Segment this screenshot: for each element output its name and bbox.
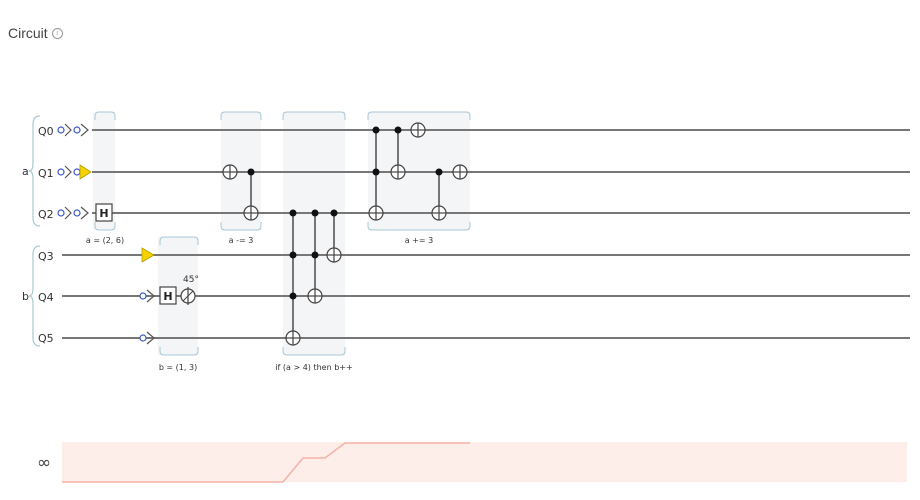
register-braces bbox=[28, 115, 41, 347]
probe-icon[interactable] bbox=[73, 209, 81, 217]
yellow-marker-icon[interactable] bbox=[79, 164, 92, 180]
probe-icon[interactable] bbox=[139, 334, 147, 342]
group-captions: a = (2, 6) b = (1, 3) a -= 3 if (a > 4) … bbox=[86, 236, 433, 372]
hadamard-gate-q2[interactable]: H bbox=[95, 203, 113, 222]
qubit-label-q1: Q1 bbox=[38, 167, 54, 180]
cnot-gate[interactable] bbox=[431, 168, 447, 221]
chevron-icon[interactable] bbox=[146, 331, 155, 345]
caption-init-a: a = (2, 6) bbox=[86, 236, 124, 245]
group-box-conditional[interactable] bbox=[283, 112, 345, 355]
chevron-icon[interactable] bbox=[64, 206, 72, 220]
yellow-marker-icon[interactable] bbox=[141, 247, 155, 263]
controlled-not-gate[interactable] bbox=[326, 209, 342, 263]
register-brace-a bbox=[28, 115, 41, 227]
controlled-not-gate[interactable] bbox=[307, 209, 323, 304]
hadamard-gate-label: H bbox=[99, 207, 108, 220]
timeline-line[interactable] bbox=[62, 442, 470, 483]
info-icon[interactable]: i bbox=[51, 27, 63, 39]
qubit-label-q0: Q0 bbox=[38, 125, 54, 138]
timeline-strip: ∞ bbox=[37, 442, 907, 483]
register-label-a: a bbox=[22, 165, 29, 178]
cnot-gate[interactable] bbox=[243, 168, 259, 221]
register-label-b: b bbox=[22, 290, 29, 303]
probe-icon[interactable] bbox=[57, 168, 65, 176]
hadamard-gate-label: H bbox=[163, 290, 172, 303]
not-gate-q0[interactable] bbox=[410, 122, 426, 138]
qubit-label-q2: Q2 bbox=[38, 208, 54, 221]
probe-icon[interactable] bbox=[73, 126, 81, 134]
chevron-icon[interactable] bbox=[64, 165, 72, 179]
controlled-not-gate[interactable] bbox=[285, 209, 301, 346]
hadamard-gate-q4[interactable]: H bbox=[159, 286, 177, 305]
caption-init-b: b = (1, 3) bbox=[159, 363, 197, 372]
conditional-ops bbox=[285, 209, 342, 346]
group-boxes bbox=[93, 112, 470, 355]
not-gate-q1[interactable] bbox=[222, 164, 238, 180]
group-brackets bbox=[94, 111, 471, 356]
caption-a-plus: a += 3 bbox=[405, 236, 433, 245]
controlled-not-gate[interactable] bbox=[368, 126, 384, 221]
caption-a-minus: a -= 3 bbox=[229, 236, 254, 245]
register-brace-b bbox=[28, 245, 41, 347]
caption-conditional: if (a > 4) then b++ bbox=[275, 363, 352, 372]
infinity-symbol: ∞ bbox=[37, 453, 51, 473]
chevron-icon[interactable] bbox=[146, 289, 155, 303]
probe-icon[interactable] bbox=[139, 292, 147, 300]
probe-icon[interactable] bbox=[57, 126, 65, 134]
init-markers-b bbox=[139, 247, 155, 345]
chevron-icon[interactable] bbox=[64, 123, 72, 137]
qubit-label-q4: Q4 bbox=[38, 291, 54, 304]
phase-angle-label: 45° bbox=[183, 275, 199, 285]
not-gate-q1[interactable] bbox=[452, 164, 468, 180]
subtract-ops bbox=[222, 164, 259, 221]
add-ops bbox=[368, 122, 468, 221]
timeline-background bbox=[62, 442, 907, 482]
probe-icon[interactable] bbox=[57, 209, 65, 217]
circuit-title-text: Circuit bbox=[8, 25, 48, 41]
init-markers-a bbox=[57, 123, 92, 220]
qubit-label-q3: Q3 bbox=[38, 250, 54, 263]
probe-icon[interactable] bbox=[73, 168, 81, 176]
phase-gate-q4[interactable]: 45° bbox=[180, 275, 199, 305]
qubit-label-q5: Q5 bbox=[38, 332, 54, 345]
qubit-labels: Q0 Q1 Q2 Q3 Q4 Q5 bbox=[38, 125, 54, 345]
circuit-title: Circuit i bbox=[8, 25, 63, 41]
chevron-icon[interactable] bbox=[80, 206, 89, 220]
chevron-icon[interactable] bbox=[80, 123, 89, 137]
cnot-gate[interactable] bbox=[390, 126, 406, 180]
